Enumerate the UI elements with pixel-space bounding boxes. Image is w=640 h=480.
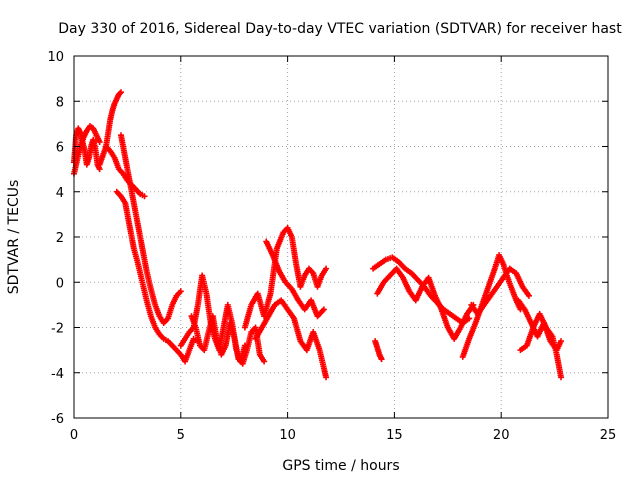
series-track-n <box>374 265 477 342</box>
series-track-i <box>241 224 330 331</box>
data-point-marker <box>323 265 330 272</box>
y-tick-label: -4 <box>51 367 64 382</box>
grid <box>74 56 608 418</box>
x-tick-label: 25 <box>600 428 617 443</box>
series-track-e <box>113 188 201 365</box>
series-track-p <box>468 265 532 317</box>
data-point-marker <box>117 89 124 96</box>
x-axis-label: GPS time / hours <box>282 458 399 474</box>
data-point-marker <box>141 193 148 200</box>
y-axis-label: SDTVAR / TECUs <box>6 180 22 295</box>
y-tick-label: -2 <box>51 322 64 337</box>
y-tick-label: 8 <box>56 95 64 110</box>
series-track-c <box>96 89 124 168</box>
x-tick-labels: 0 5 10 15 20 25 <box>70 428 616 443</box>
data-point-marker <box>378 356 385 363</box>
y-tick-label: 0 <box>56 276 64 291</box>
data-point-marker <box>177 288 184 295</box>
data-point-marker <box>320 306 327 313</box>
y-tick-label: 10 <box>47 50 64 65</box>
data-point-marker <box>116 90 123 97</box>
y-tick-label: 2 <box>56 231 64 246</box>
x-tick-label: 20 <box>493 428 510 443</box>
data-point-marker <box>323 374 330 381</box>
series-track-j <box>252 297 330 381</box>
series-track-f <box>117 132 184 326</box>
chart-title: Day 330 of 2016, Sidereal Day-to-day VTE… <box>58 21 622 37</box>
data-point-marker <box>558 374 565 381</box>
y-tick-label: -6 <box>51 412 64 427</box>
data-points <box>71 89 565 381</box>
x-tick-label: 15 <box>386 428 403 443</box>
y-tick-label: 4 <box>56 186 64 201</box>
y-tick-labels: -6 -4 -2 0 2 4 6 8 10 <box>47 50 64 427</box>
data-point-marker <box>261 358 268 365</box>
y-tick-label: 6 <box>56 141 64 156</box>
x-tick-label: 5 <box>177 428 185 443</box>
data-point-marker <box>558 338 565 345</box>
series-track-o <box>459 252 524 360</box>
data-point-marker <box>96 138 103 145</box>
series-track-r <box>517 310 565 381</box>
x-tick-label: 0 <box>70 428 78 443</box>
axis-ticks <box>73 55 609 419</box>
series-track-l <box>372 338 385 363</box>
series-track-k <box>263 238 327 320</box>
x-tick-label: 10 <box>279 428 296 443</box>
series-track-h <box>188 313 268 367</box>
data-point-marker <box>525 292 532 299</box>
